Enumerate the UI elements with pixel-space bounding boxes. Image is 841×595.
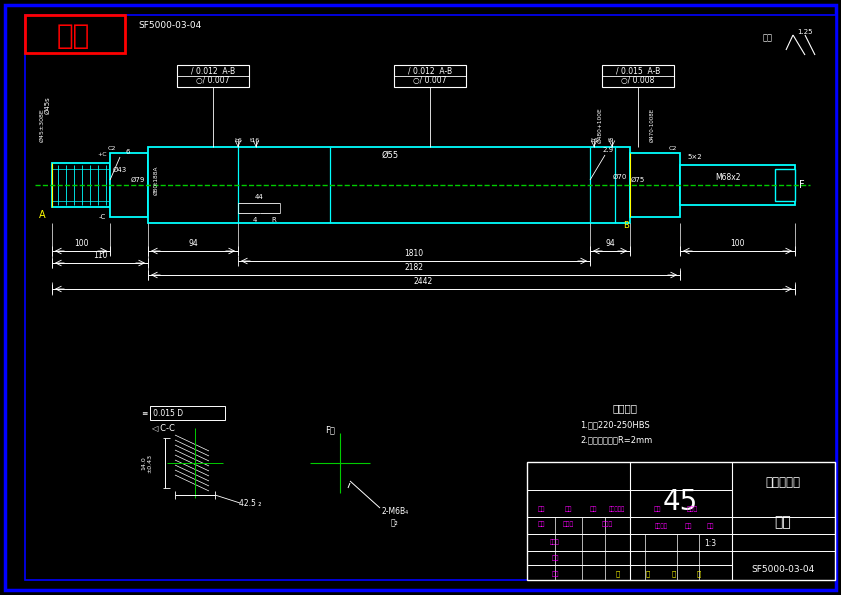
Bar [630, 153, 680, 217]
Text: 签名: 签名 [653, 506, 661, 512]
Text: 盐城工学院: 盐城工学院 [765, 475, 801, 488]
Text: Ø79: Ø79 [131, 177, 145, 183]
Text: Ø80t188A: Ø80t188A [154, 165, 158, 195]
Text: 100: 100 [74, 240, 88, 249]
Text: Ø43: Ø43 [113, 167, 127, 173]
Text: / 0.015  A-B: / 0.015 A-B [616, 67, 660, 76]
Circle shape [332, 458, 342, 468]
Text: 批准: 批准 [551, 571, 558, 577]
Text: 1810: 1810 [405, 249, 424, 258]
Text: t9: t9 [608, 137, 614, 142]
Text: ○/ 0.008: ○/ 0.008 [621, 77, 654, 86]
Text: 主轴: 主轴 [775, 515, 791, 529]
Bar [394, 65, 466, 87]
Text: -C: -C [98, 214, 106, 220]
Text: 6: 6 [126, 149, 130, 155]
Text: 1.25: 1.25 [797, 29, 812, 35]
Text: b6: b6 [234, 137, 242, 142]
Text: C2: C2 [108, 146, 116, 152]
Text: 素: 素 [697, 571, 701, 577]
Text: C2: C2 [669, 146, 677, 152]
Text: Ø70: Ø70 [613, 174, 627, 180]
Bar [110, 153, 148, 217]
Text: / 0.012  A-B: / 0.012 A-B [408, 67, 452, 76]
Text: M68x2: M68x2 [715, 173, 741, 181]
Text: 张某某: 张某某 [601, 521, 612, 527]
Text: ○/ 0.007: ○/ 0.007 [196, 77, 230, 86]
Bar [602, 65, 674, 87]
Text: 其余: 其余 [763, 33, 773, 42]
Text: F孔: F孔 [325, 425, 335, 434]
Text: 5×2: 5×2 [688, 154, 702, 160]
Text: Ø470-1008E: Ø470-1008E [649, 108, 654, 142]
Bar [680, 165, 795, 205]
Text: 人人文库: 人人文库 [345, 260, 495, 320]
Text: F: F [799, 180, 805, 190]
Text: 年月日: 年月日 [686, 506, 698, 512]
Text: 94: 94 [188, 240, 198, 249]
Text: / 0.012  A-B: / 0.012 A-B [191, 67, 235, 76]
Text: ≡  0.015 D: ≡ 0.015 D [142, 409, 183, 418]
Text: 42.5 ₂: 42.5 ₂ [239, 499, 262, 508]
Bar [25, 15, 125, 53]
Text: 更改文件号: 更改文件号 [609, 506, 625, 512]
Text: 张: 张 [646, 571, 650, 577]
Text: 2442: 2442 [414, 277, 433, 287]
Text: 2.9: 2.9 [602, 147, 614, 153]
Text: 阶段标记: 阶段标记 [654, 523, 668, 529]
Text: 4: 4 [253, 217, 257, 223]
Text: 2182: 2182 [405, 264, 424, 273]
Text: b6: b6 [590, 137, 598, 142]
Text: 标准化: 标准化 [550, 539, 560, 545]
Text: 孔₂: 孔₂ [391, 518, 399, 528]
Text: 处数: 处数 [564, 506, 572, 512]
Bar [527, 462, 835, 580]
Bar [177, 65, 249, 87]
Bar [52, 163, 110, 207]
Text: 审核: 审核 [551, 555, 558, 561]
Text: 重量: 重量 [685, 523, 692, 529]
Text: +C: +C [98, 152, 107, 158]
Text: 110: 110 [93, 252, 107, 261]
Text: A: A [39, 210, 45, 220]
Text: 技术要求: 技术要求 [612, 403, 637, 413]
Text: Ø55: Ø55 [382, 151, 399, 159]
Text: 主轴: 主轴 [56, 22, 90, 50]
Text: 分区: 分区 [590, 506, 597, 512]
Text: 陈某某: 陈某某 [563, 521, 574, 527]
Text: 2-M6B₄: 2-M6B₄ [382, 506, 409, 515]
Text: 关: 关 [616, 571, 620, 577]
Bar [775, 169, 795, 201]
Text: 44: 44 [255, 194, 263, 200]
Text: ○/ 0.007: ○/ 0.007 [413, 77, 447, 86]
Text: 1:3: 1:3 [704, 540, 716, 549]
Text: 1.调质220-250HBS: 1.调质220-250HBS [580, 421, 650, 430]
Text: 2.未注圆角半径R=2mm: 2.未注圆角半径R=2mm [580, 436, 653, 444]
Text: 45: 45 [663, 488, 698, 516]
Text: 100: 100 [730, 240, 745, 249]
Text: Ø75: Ø75 [631, 177, 645, 183]
Text: Ø480+100E: Ø480+100E [597, 107, 602, 143]
Text: ◁ C-C: ◁ C-C [151, 424, 175, 433]
Text: B: B [623, 221, 629, 230]
Text: 设计: 设计 [537, 521, 545, 527]
Text: 比例: 比例 [706, 523, 714, 529]
Text: Ø45±308E: Ø45±308E [40, 108, 45, 142]
Text: 费: 费 [672, 571, 676, 577]
Text: 94: 94 [606, 240, 615, 249]
Text: 14.0
±0.43: 14.0 ±0.43 [141, 453, 152, 472]
Bar [148, 147, 630, 223]
Text: R: R [272, 217, 277, 223]
Text: SF5000-03-04: SF5000-03-04 [751, 565, 815, 575]
Text: SF5000-03-04: SF5000-03-04 [139, 20, 202, 30]
Text: t16: t16 [250, 137, 260, 142]
Text: Ø45s: Ø45s [45, 96, 51, 114]
Text: 标记: 标记 [537, 506, 545, 512]
Bar [150, 406, 225, 420]
